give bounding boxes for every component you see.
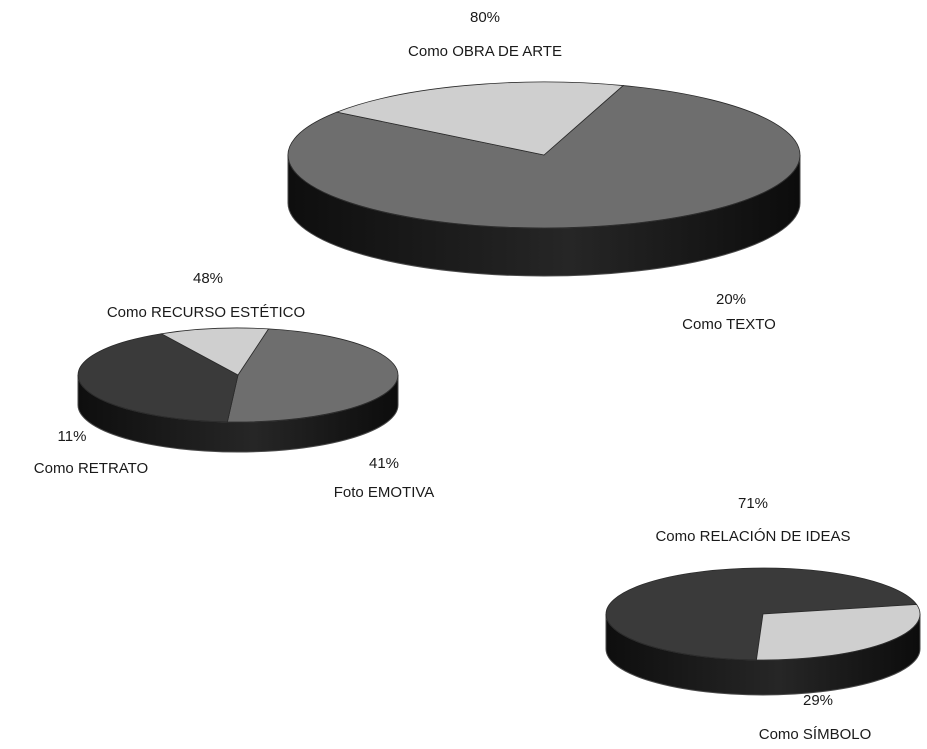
pie-3-slice-relacion-de-ideas bbox=[605, 567, 918, 661]
pie-3-slice-simbolo bbox=[755, 604, 921, 661]
pie-2-retrato-label: Como RETRATO bbox=[34, 460, 148, 477]
pie-2-slice-recurso-estetico bbox=[226, 328, 399, 423]
pie-3-relacion-de-ideas-value: 71% bbox=[738, 495, 768, 512]
pie-1-texto-value: 20% bbox=[716, 291, 746, 308]
pie-1-slice-obra-de-arte bbox=[287, 85, 801, 229]
pie-1-texto-label: Como TEXTO bbox=[682, 316, 776, 333]
pie-3-simbolo-label: Como SÍMBOLO bbox=[759, 726, 872, 743]
pie-3-relacion-de-ideas-label: Como RELACIÓN DE IDEAS bbox=[655, 528, 850, 545]
pie-1-slice-texto bbox=[335, 81, 625, 156]
pie-3-simbolo-value: 29% bbox=[803, 692, 833, 709]
pie-2-recurso-estetico-label: Como RECURSO ESTÉTICO bbox=[107, 304, 305, 321]
pie-2-slice-foto-emotiva bbox=[77, 333, 239, 423]
pie-2-slice-retrato bbox=[160, 327, 270, 376]
pie-2-retrato-value: 11% bbox=[58, 428, 87, 445]
pie-2-recurso-estetico-value: 48% bbox=[193, 270, 223, 287]
pie-chart-relacion-de-ideas bbox=[605, 567, 921, 696]
pie-1-obra-de-arte-label: Como OBRA DE ARTE bbox=[408, 43, 562, 60]
pie-1-obra-de-arte-value: 80% bbox=[470, 9, 500, 26]
pie-2-foto-emotiva-label: Foto EMOTIVA bbox=[334, 484, 435, 501]
pie-chart-recurso-estetico bbox=[77, 327, 399, 453]
pie-chart-obra-de-arte bbox=[287, 81, 801, 277]
pie-2-foto-emotiva-value: 41% bbox=[369, 455, 399, 472]
